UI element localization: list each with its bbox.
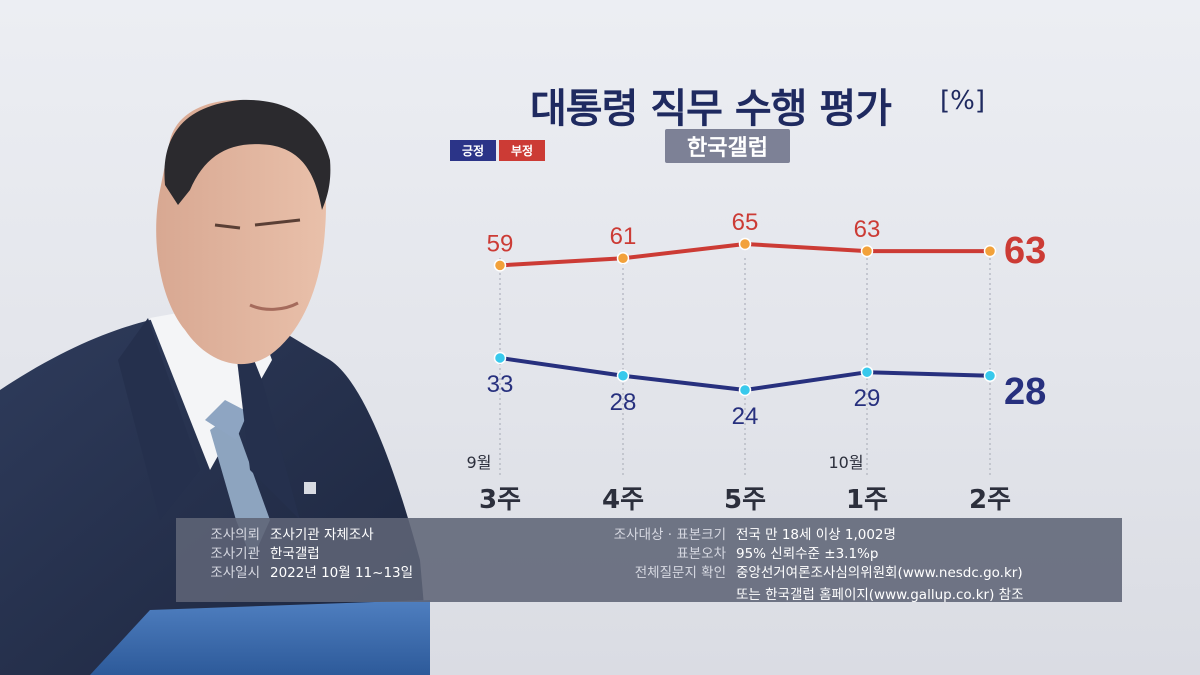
info-right-row-1: 조사대상 · 표본크기 전국 만 18세 이상 1,002명 bbox=[580, 526, 896, 544]
positive-series-line bbox=[499, 355, 991, 392]
info-value: 전국 만 18세 이상 1,002명 bbox=[736, 527, 896, 543]
negative-data-label: 63 bbox=[854, 216, 881, 243]
info-right-row-2: 표본오차 95% 신뢰수준 ±3.1%p bbox=[580, 545, 878, 563]
legend-positive: 긍정 bbox=[450, 140, 496, 161]
x-tick-label: 5주 bbox=[724, 485, 766, 515]
info-left-row-3: 조사일시 2022년 10월 11~13일 bbox=[176, 564, 413, 582]
x-tick-label: 3주 bbox=[479, 485, 521, 515]
info-label: 표본오차 bbox=[676, 546, 726, 562]
info-label: 조사일시 bbox=[210, 565, 260, 581]
negative-series-line bbox=[499, 242, 990, 268]
negative-point bbox=[493, 259, 507, 272]
positive-data-label: 28 bbox=[610, 389, 637, 416]
positive-point bbox=[493, 351, 507, 365]
legend: 긍정 부정 bbox=[450, 140, 545, 161]
person-photo bbox=[0, 99, 430, 675]
info-label: 조사기관 bbox=[210, 546, 260, 562]
legend-negative: 부정 bbox=[499, 140, 545, 161]
positive-data-label: 33 bbox=[487, 371, 514, 398]
info-value: 한국갤럽 bbox=[270, 546, 320, 562]
positive-point bbox=[983, 369, 997, 383]
month-label: 9월 bbox=[467, 453, 492, 472]
positive-data-label: 28 bbox=[1004, 371, 1046, 413]
info-left-row-1: 조사의뢰 조사기관 자체조사 bbox=[176, 526, 374, 544]
positive-point bbox=[738, 383, 752, 397]
negative-data-label: 61 bbox=[610, 223, 637, 250]
negative-data-label: 59 bbox=[487, 230, 514, 257]
survey-info-box: 조사의뢰 조사기관 자체조사 조사기관 한국갤럽 조사일시 2022년 10월 … bbox=[176, 518, 1122, 603]
negative-point bbox=[738, 237, 752, 251]
x-tick-label: 4주 bbox=[602, 485, 644, 515]
info-label: 조사대상 · 표본크기 bbox=[613, 527, 726, 543]
source-badge: 한국갤럽 bbox=[665, 129, 790, 163]
negative-point bbox=[983, 244, 997, 258]
info-right-row-3: 전체질문지 확인 중앙선거여론조사심의위원회(www.nesdc.go.kr) bbox=[580, 564, 1023, 582]
title-unit: [%] bbox=[940, 86, 985, 116]
info-value: 2022년 10월 11~13일 bbox=[270, 565, 414, 581]
info-label: 전체질문지 확인 bbox=[634, 565, 726, 581]
info-left-row-2: 조사기관 한국갤럽 bbox=[176, 545, 320, 563]
negative-point bbox=[860, 244, 874, 258]
info-value: 중앙선거여론조사심의위원회(www.nesdc.go.kr) bbox=[736, 565, 1023, 581]
negative-point bbox=[616, 251, 630, 265]
info-value: 95% 신뢰수준 ±3.1%p bbox=[736, 546, 879, 562]
info-label: 조사의뢰 bbox=[210, 527, 260, 543]
positive-data-label: 29 bbox=[854, 385, 881, 412]
chart-title: 대통령 직무 수행 평가 bbox=[530, 86, 892, 132]
negative-data-label: 65 bbox=[732, 209, 759, 236]
x-tick-label: 1주 bbox=[846, 485, 888, 515]
info-value: 조사기관 자체조사 bbox=[270, 527, 374, 543]
info-extra-line: 또는 한국갤럽 홈페이지(www.gallup.co.kr) 참조 bbox=[736, 587, 1024, 603]
negative-data-label: 63 bbox=[1004, 230, 1046, 272]
positive-point bbox=[860, 365, 874, 379]
x-tick-label: 2주 bbox=[969, 485, 1011, 515]
month-label: 10월 bbox=[828, 453, 863, 472]
positive-data-label: 24 bbox=[732, 403, 759, 430]
positive-point bbox=[616, 369, 630, 383]
